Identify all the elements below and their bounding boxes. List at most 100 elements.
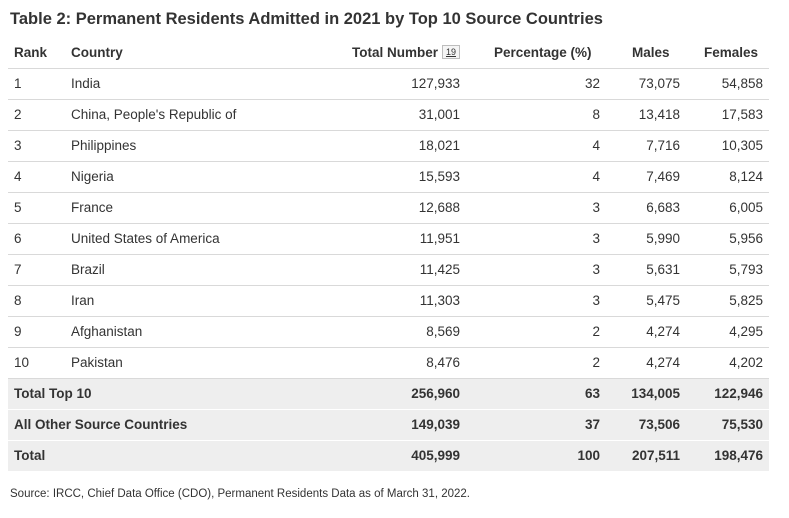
summary-males: 207,511 [606, 440, 686, 472]
summary-total-number: 149,039 [318, 409, 466, 441]
cell-percentage: 3 [466, 285, 606, 317]
table-row: 6 United States of America 11,951 3 5,990 5,9… [8, 223, 769, 255]
summary-percentage: 100 [466, 440, 606, 472]
cell-males: 5,475 [606, 285, 686, 317]
cell-country: Afghanistan [65, 316, 318, 348]
cell-total-number: 8,569 [318, 316, 466, 348]
summary-row: All Other Source Countries 149,039 37 73,50… [8, 409, 769, 441]
cell-females: 5,793 [686, 254, 769, 286]
cell-males: 73,075 [606, 68, 686, 100]
cell-females: 4,295 [686, 316, 769, 348]
table-body: 1 India 127,933 32 73,075 54,858 2 China, Peopl… [8, 68, 769, 379]
header-percentage: Percentage (%) [466, 37, 606, 69]
table-row: 1 India 127,933 32 73,075 54,858 [8, 68, 769, 100]
cell-males: 4,274 [606, 316, 686, 348]
header-country: Country [65, 37, 318, 69]
cell-total-number: 127,933 [318, 68, 466, 100]
cell-rank: 8 [8, 285, 65, 317]
table-row: 4 Nigeria 15,593 4 7,469 8,124 [8, 161, 769, 193]
table-row: 8 Iran 11,303 3 5,475 5,825 [8, 285, 769, 317]
cell-country: Brazil [65, 254, 318, 286]
cell-rank: 4 [8, 161, 65, 193]
cell-percentage: 4 [466, 130, 606, 162]
cell-total-number: 31,001 [318, 99, 466, 131]
table-row: 3 Philippines 18,021 4 7,716 10,305 [8, 130, 769, 162]
source-countries-table: Rank Country Total Number 19 Percentage (… [8, 37, 769, 472]
cell-total-number: 12,688 [318, 192, 466, 224]
cell-country: Pakistan [65, 347, 318, 379]
cell-rank: 5 [8, 192, 65, 224]
cell-males: 6,683 [606, 192, 686, 224]
cell-country: France [65, 192, 318, 224]
summary-label: All Other Source Countries [8, 409, 318, 441]
cell-females: 10,305 [686, 130, 769, 162]
cell-total-number: 8,476 [318, 347, 466, 379]
cell-percentage: 3 [466, 223, 606, 255]
table-row: 2 China, People's Republic of 31,001 8 13,41… [8, 99, 769, 131]
summary-females: 198,476 [686, 440, 769, 472]
cell-males: 4,274 [606, 347, 686, 379]
cell-females: 5,825 [686, 285, 769, 317]
summary-label: Total [8, 440, 318, 472]
table-row: 5 France 12,688 3 6,683 6,005 [8, 192, 769, 224]
header-females: Females [686, 37, 769, 69]
cell-rank: 9 [8, 316, 65, 348]
cell-total-number: 11,425 [318, 254, 466, 286]
cell-country: China, People's Republic of [65, 99, 318, 131]
cell-percentage: 2 [466, 347, 606, 379]
cell-percentage: 2 [466, 316, 606, 348]
summary-females: 75,530 [686, 409, 769, 441]
cell-males: 7,716 [606, 130, 686, 162]
source-note: Source: IRCC, Chief Data Office (CDO), P… [10, 488, 470, 500]
cell-males: 13,418 [606, 99, 686, 131]
table-row: 10 Pakistan 8,476 2 4,274 4,202 [8, 347, 769, 379]
summary-males: 73,506 [606, 409, 686, 441]
cell-females: 17,583 [686, 99, 769, 131]
cell-rank: 1 [8, 68, 65, 100]
cell-percentage: 3 [466, 192, 606, 224]
cell-total-number: 15,593 [318, 161, 466, 193]
summary-label: Total Top 10 [8, 378, 318, 410]
cell-percentage: 8 [466, 99, 606, 131]
footnote-link[interactable]: 19 [441, 44, 460, 59]
cell-percentage: 4 [466, 161, 606, 193]
summary-total-number: 256,960 [318, 378, 466, 410]
header-total-number: Total Number 19 [318, 37, 466, 69]
cell-total-number: 11,303 [318, 285, 466, 317]
table-row: 7 Brazil 11,425 3 5,631 5,793 [8, 254, 769, 286]
cell-females: 6,005 [686, 192, 769, 224]
summary-row: Total 405,999 100 207,511 198,476 [8, 440, 769, 472]
cell-country: India [65, 68, 318, 100]
cell-total-number: 18,021 [318, 130, 466, 162]
cell-country: Nigeria [65, 161, 318, 193]
summary-total-number: 405,999 [318, 440, 466, 472]
cell-females: 4,202 [686, 347, 769, 379]
cell-total-number: 11,951 [318, 223, 466, 255]
cell-females: 54,858 [686, 68, 769, 100]
cell-country: United States of America [65, 223, 318, 255]
cell-percentage: 3 [466, 254, 606, 286]
table-header-row: Rank Country Total Number 19 Percentage (… [8, 37, 769, 69]
cell-rank: 6 [8, 223, 65, 255]
cell-males: 5,990 [606, 223, 686, 255]
table-caption: Table 2: Permanent Residents Admitted in… [10, 10, 603, 28]
header-rank: Rank [8, 37, 65, 69]
cell-country: Iran [65, 285, 318, 317]
cell-percentage: 32 [466, 68, 606, 100]
cell-females: 5,956 [686, 223, 769, 255]
summary-females: 122,946 [686, 378, 769, 410]
summary-row: Total Top 10 256,960 63 134,005 122,946 [8, 378, 769, 410]
header-males: Males [606, 37, 686, 69]
cell-rank: 7 [8, 254, 65, 286]
cell-country: Philippines [65, 130, 318, 162]
cell-males: 7,469 [606, 161, 686, 193]
table-summary: Total Top 10 256,960 63 134,005 122,946 All O… [8, 378, 769, 472]
cell-females: 8,124 [686, 161, 769, 193]
cell-males: 5,631 [606, 254, 686, 286]
summary-males: 134,005 [606, 378, 686, 410]
table-row: 9 Afghanistan 8,569 2 4,274 4,295 [8, 316, 769, 348]
summary-percentage: 63 [466, 378, 606, 410]
header-total-label: Total Number [351, 44, 438, 60]
cell-rank: 3 [8, 130, 65, 162]
cell-rank: 2 [8, 99, 65, 131]
